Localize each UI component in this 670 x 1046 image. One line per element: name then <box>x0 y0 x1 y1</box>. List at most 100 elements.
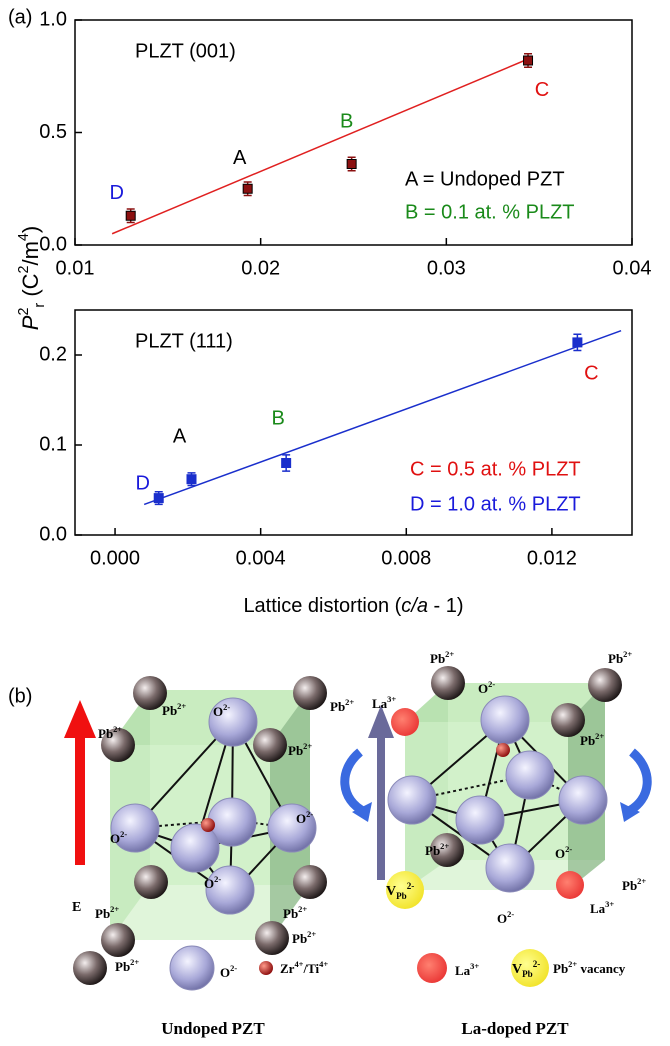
text-part: V <box>386 884 396 899</box>
ion <box>110 803 160 853</box>
x-tick-label: 0.000 <box>90 547 140 569</box>
text-part: Pb <box>283 906 298 921</box>
data-point <box>281 458 292 468</box>
x-tick-label: 0.04 <box>613 257 652 279</box>
text-part: Pb <box>580 733 595 748</box>
data-point <box>346 159 357 169</box>
data-point <box>125 210 136 221</box>
ion-label: La3+ <box>590 899 614 916</box>
panel-label: (a) <box>8 6 32 28</box>
text-part: 2+ <box>177 701 186 711</box>
ion <box>134 865 168 899</box>
text-part: r <box>32 303 48 308</box>
diagram-title: Undoped PZT <box>161 1019 265 1038</box>
ion <box>496 743 510 757</box>
x-axis-label: Lattice distortion (c/a - 1) <box>243 595 463 617</box>
text-part: Pb <box>622 878 637 893</box>
point-label: B <box>340 110 353 132</box>
data-point <box>572 337 583 348</box>
annotation: PLZT (111) <box>135 330 233 352</box>
ion <box>430 833 464 867</box>
ion <box>293 676 327 710</box>
text-part: 2- <box>407 881 415 891</box>
text-part: Pb <box>425 843 440 858</box>
text-part: O <box>213 704 223 719</box>
y-tick-label: 1.0 <box>39 8 67 30</box>
text-part: 2+ <box>637 876 646 886</box>
fit-line <box>143 329 622 506</box>
ion <box>73 951 107 985</box>
text-part: La <box>590 901 606 916</box>
ion-label: Pb2+ <box>162 701 186 718</box>
text-part: O <box>204 876 214 891</box>
ion <box>480 695 530 745</box>
annotation: A = Undoped PZT <box>405 168 565 190</box>
x-tick-label: 0.008 <box>381 547 431 569</box>
text-part: Pb <box>330 699 345 714</box>
y-tick-label: 0.5 <box>39 121 67 143</box>
text-part: V <box>512 962 522 977</box>
text-part: 2+ <box>303 741 312 751</box>
text-part: 2+ <box>595 731 604 741</box>
diagram-title: La-doped PZT <box>461 1019 569 1038</box>
x-tick-label: 0.01 <box>56 257 95 279</box>
fit-line <box>111 57 531 235</box>
ion <box>208 697 258 747</box>
ion <box>133 676 167 710</box>
data-point <box>153 493 164 504</box>
field-label: E <box>72 900 81 915</box>
ion-label: Pb2+ <box>292 929 316 946</box>
text-part: O <box>220 965 230 980</box>
ion <box>101 728 135 762</box>
x-tick-label: 0.004 <box>236 547 286 569</box>
x-tick-label: 0.012 <box>527 547 577 569</box>
ion <box>101 923 135 957</box>
ion-label: Pb2+ <box>115 957 139 974</box>
ion-label: Pb2+ <box>330 697 354 714</box>
ion-label: La3+ <box>455 961 479 978</box>
text-part: 2- <box>488 679 495 689</box>
text-part: 2+ <box>623 649 632 659</box>
text-part: 2+ <box>110 904 119 914</box>
text-part: Pb <box>292 931 307 946</box>
ion <box>205 865 255 915</box>
text-part: 4 <box>16 233 32 241</box>
text-part: P <box>18 315 43 330</box>
ion-label: Pb2+ <box>288 741 312 758</box>
point-label: A <box>173 425 187 447</box>
text-part: 2 <box>16 308 32 316</box>
ion-label: Pb2+ <box>608 649 632 666</box>
data-point <box>242 183 253 194</box>
text-part: Pb <box>95 906 110 921</box>
data-point <box>186 474 197 485</box>
text-part: Pb <box>396 891 407 901</box>
text-part: O <box>497 911 507 926</box>
panel-label: (b) <box>8 685 32 707</box>
y-tick-label: 0.0 <box>39 233 67 255</box>
text-part: 2+ <box>568 959 577 969</box>
ion-label: Pb2+ <box>95 904 119 921</box>
x-tick-label: 0.02 <box>241 257 280 279</box>
ion <box>485 843 535 893</box>
text-part: 2+ <box>345 697 354 707</box>
text-part: ) <box>18 226 43 233</box>
text-part: 2- <box>230 963 237 973</box>
text-part: O <box>555 846 565 861</box>
ion-label: O2- <box>204 874 221 891</box>
ion-label: O2- <box>110 829 127 846</box>
text-part: /m <box>18 241 43 265</box>
ion <box>588 668 622 702</box>
ion <box>391 708 419 736</box>
text-part: 4+ <box>294 959 303 969</box>
text-part: 3+ <box>387 694 396 704</box>
ion-label: Pb2+ <box>425 841 449 858</box>
text-part: vacancy <box>577 961 626 976</box>
ion <box>170 823 220 873</box>
text-part: 4+ <box>319 959 328 969</box>
ion <box>511 949 549 987</box>
y-tick-label: 0.2 <box>39 343 67 365</box>
text-part: Pb <box>608 651 623 666</box>
text-part: 2+ <box>440 841 449 851</box>
ion-label: Pb2+ <box>622 876 646 893</box>
